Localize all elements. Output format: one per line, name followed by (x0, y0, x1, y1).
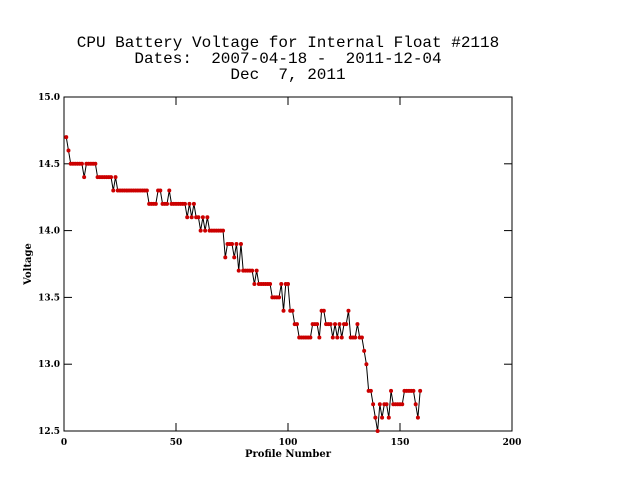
x-tick-label: 150 (391, 438, 410, 448)
y-tick-label: 14.0 (38, 227, 60, 237)
data-point (375, 429, 380, 433)
data-point (321, 308, 326, 313)
data-point (191, 201, 196, 206)
data-point (182, 201, 187, 206)
x-axis-label: Profile Number (245, 449, 332, 460)
y-tick-label: 13.0 (38, 360, 60, 370)
data-point (330, 335, 335, 340)
data-point (286, 282, 290, 287)
data-point (400, 402, 405, 407)
data-point (64, 135, 69, 140)
data-point (236, 268, 241, 273)
data-point (200, 215, 205, 220)
data-point (93, 161, 98, 166)
data-point (111, 188, 116, 193)
data-point (377, 402, 382, 407)
data-point (315, 322, 320, 327)
data-point (281, 308, 286, 313)
x-tick-label: 50 (170, 438, 183, 448)
data-point (411, 388, 416, 393)
data-point (230, 241, 234, 246)
data-point (337, 322, 342, 327)
data-point (198, 228, 203, 233)
data-point (353, 335, 358, 340)
data-point (344, 322, 349, 327)
data-point (252, 282, 257, 287)
data-point (79, 161, 84, 166)
data-point (380, 415, 385, 420)
data-point (113, 175, 118, 180)
data-point (153, 201, 158, 206)
data-point (187, 201, 192, 206)
data-point (389, 388, 394, 393)
data-point (413, 402, 418, 407)
chart-title: CPU Battery Voltage for Internal Float #… (77, 34, 499, 52)
chart-date: Dec 7, 2011 (230, 66, 345, 84)
data-point (279, 282, 284, 287)
y-tick-label: 14.5 (38, 160, 60, 170)
y-tick-label: 15.0 (38, 93, 60, 103)
data-point (328, 322, 333, 327)
y-tick-label: 13.5 (38, 293, 60, 303)
data-point (290, 308, 295, 313)
data-point (335, 335, 340, 340)
data-point (346, 308, 351, 313)
data-point (384, 402, 389, 407)
data-point (371, 402, 376, 407)
data-point (294, 322, 299, 327)
data-point (144, 188, 149, 193)
data-point (368, 388, 373, 393)
data-point (165, 201, 170, 206)
x-tick-label: 0 (61, 438, 67, 448)
data-point (355, 322, 360, 327)
data-line (65, 136, 421, 432)
chart-subtitle: Dates: 2007-04-18 - 2011-12-04 (134, 50, 441, 68)
data-point (238, 241, 243, 246)
data-point (223, 255, 228, 260)
data-point (333, 322, 338, 327)
data-point (277, 295, 282, 300)
data-point (373, 415, 378, 420)
data-point (221, 228, 226, 233)
data-point (82, 175, 87, 180)
data-point (205, 215, 210, 220)
data-point (234, 241, 239, 246)
data-point (254, 268, 259, 273)
data-point (362, 348, 367, 353)
data-point (167, 188, 172, 193)
data-point (386, 415, 391, 420)
x-tick-label: 100 (279, 438, 298, 448)
data-point (268, 282, 273, 287)
data-point (418, 388, 423, 393)
data-point (339, 335, 344, 340)
data-point (196, 215, 201, 220)
y-axis-label: Voltage (23, 243, 34, 286)
data-point (359, 335, 364, 340)
data-point (308, 335, 313, 340)
data-point (66, 148, 71, 153)
data-point (189, 215, 194, 220)
data-point (109, 175, 114, 180)
data-point (317, 335, 322, 340)
y-tick-label: 12.5 (38, 427, 60, 437)
data-point (232, 255, 237, 260)
plot-frame (63, 96, 513, 432)
x-tick-label: 200 (503, 438, 522, 448)
data-point (185, 215, 190, 220)
data-point (364, 362, 369, 367)
data-point (415, 415, 420, 420)
data-point (158, 188, 163, 193)
data-point (203, 228, 208, 233)
data-point (250, 268, 255, 273)
